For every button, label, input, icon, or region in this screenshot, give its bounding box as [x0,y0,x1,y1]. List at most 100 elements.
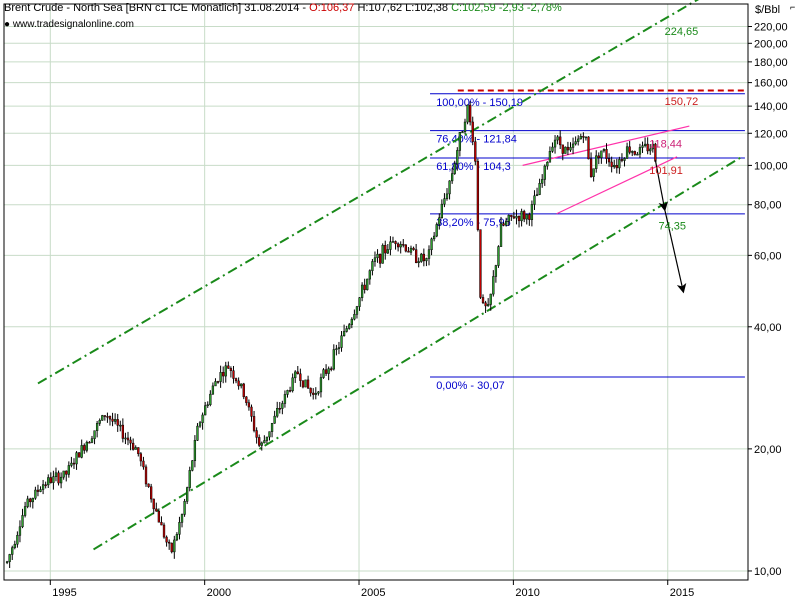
candle-body [23,506,27,516]
candle-body [458,132,462,151]
candle-body [242,383,245,398]
candle-body [481,297,485,304]
candle-body [206,404,209,406]
chart-grid [4,4,748,580]
candle-body [371,261,374,271]
candle-body [566,146,570,151]
candle-body [268,431,271,438]
low-value: L:102,38 [405,2,448,14]
candle-body [147,483,150,487]
candle-body [209,393,212,405]
candle-body [95,423,99,431]
candle-body [559,136,562,146]
candle-body [108,416,112,420]
candle-body [360,284,364,298]
candle-body [106,416,109,418]
forecast-arrow [654,160,669,212]
candle-body [409,247,413,253]
candlesticks [5,101,657,568]
candle-body [358,297,361,307]
forecast-arrow [664,209,687,294]
candle-body [8,554,11,562]
fib-label: 0,00% - 30,07 [436,380,505,392]
candle-body [80,445,83,458]
candle-body [577,138,580,142]
candle-body [173,539,176,553]
candle-body [21,515,24,528]
candle-body [553,139,557,148]
candle-body [463,121,467,132]
candle-body [384,245,387,254]
candle-body [579,136,582,140]
candle-body [528,214,531,220]
candle-body [299,373,302,381]
y-tick-label: 80,00 [754,200,782,212]
candle-body [247,402,251,408]
x-tick-label: 1995 [52,587,76,599]
candle-body [175,534,179,541]
candle-body [574,141,577,145]
source-link[interactable]: ● www.tradesignalonline.com [4,19,134,30]
candle-body [144,466,148,485]
plot-frame [3,3,749,581]
candle-body [353,314,356,320]
candle-body [489,293,492,305]
candle-body [67,465,70,475]
candle-body [119,424,122,427]
candle-body [39,489,42,492]
candle-body [618,159,621,169]
candle-body [507,214,510,222]
candle-body [250,406,253,417]
candle-body [36,489,40,492]
channel-line-lower [93,155,743,551]
candle-body [101,415,104,421]
candle-body [113,419,117,422]
candle-body [170,542,173,553]
candle-body [252,416,256,431]
candle-body [49,477,52,483]
candle-body [183,501,186,515]
candle-body [191,460,194,471]
candle-body [381,245,384,264]
candle-body [139,453,143,462]
candle-body [98,420,101,424]
candle-body [363,284,366,290]
source-text: www.tradesignalonline.com [12,19,134,30]
x-tick-label: 2000 [207,587,231,599]
candle-body [607,158,611,163]
candle-body [499,223,503,247]
candle-body [589,158,593,177]
candle-body [88,441,91,444]
candle-body [273,415,276,424]
candle-body [322,369,325,378]
candle-body [90,438,94,443]
candle-body [157,510,161,523]
candle-body [227,365,230,369]
candle-body [160,521,163,526]
candle-body [643,143,647,146]
chart-axes: 10,00 20,00 40,00 60,00 80,00 100,00 120,00 140… [3,3,788,599]
candle-body [281,403,284,409]
target-label: 224,65 [665,26,699,38]
y-tick-label: 140,00 [754,101,788,113]
candle-body [330,368,333,370]
candle-body [255,430,258,438]
candle-body [152,498,155,510]
candle-body [386,249,389,254]
candle-body [314,393,317,395]
candle-body [445,193,449,199]
candle-body [597,155,600,158]
candle-body [5,561,9,563]
candle-body [600,150,603,158]
candle-body [34,489,37,499]
candle-body [335,348,338,351]
candle-body [345,328,348,332]
candle-body [54,472,58,477]
candle-body [229,368,233,371]
candle-body [47,477,50,486]
candle-body [368,270,371,280]
candle-body [77,452,81,458]
candle-body [631,151,634,153]
candle-body [582,136,585,138]
candle-body [595,155,598,169]
